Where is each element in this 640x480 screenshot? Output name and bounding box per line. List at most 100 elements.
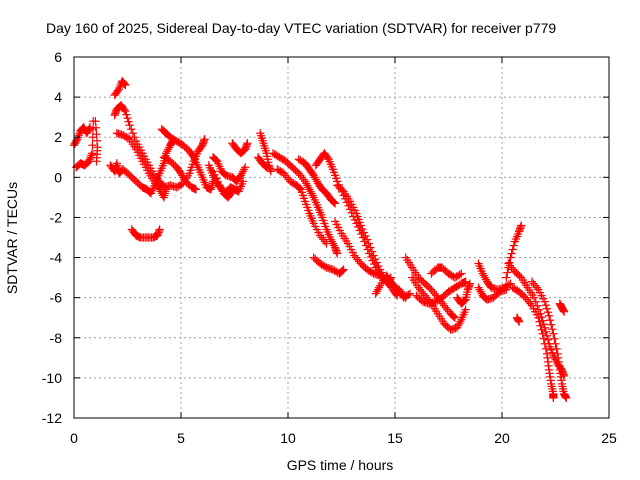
data-point bbox=[539, 334, 548, 343]
y-tick-label: 2 bbox=[54, 129, 62, 145]
data-point bbox=[262, 163, 271, 172]
data-point bbox=[131, 177, 141, 186]
data-point bbox=[540, 297, 549, 306]
data-point bbox=[519, 292, 529, 301]
data-point bbox=[450, 313, 460, 322]
data-point bbox=[197, 142, 206, 151]
data-point bbox=[180, 142, 189, 151]
data-point bbox=[288, 163, 297, 172]
data-point bbox=[123, 114, 132, 123]
data-point bbox=[506, 253, 515, 262]
data-point bbox=[319, 216, 328, 225]
data-point bbox=[437, 293, 447, 302]
data-point bbox=[125, 171, 134, 180]
data-point bbox=[359, 262, 369, 271]
data-point bbox=[83, 127, 92, 136]
x-tick-label: 15 bbox=[387, 430, 403, 446]
data-point bbox=[534, 285, 543, 294]
data-point bbox=[415, 294, 424, 303]
data-point bbox=[318, 213, 327, 222]
data-point bbox=[538, 316, 547, 325]
data-point bbox=[187, 163, 196, 172]
data-point bbox=[356, 221, 365, 230]
data-point bbox=[347, 200, 356, 209]
data-point bbox=[515, 272, 524, 281]
data-point bbox=[358, 224, 367, 234]
data-point bbox=[309, 253, 318, 262]
data-point bbox=[298, 191, 308, 200]
data-point bbox=[515, 317, 524, 326]
data-point bbox=[135, 151, 144, 160]
x-tick-label: 25 bbox=[601, 430, 617, 446]
data-point bbox=[516, 289, 525, 298]
data-point bbox=[562, 393, 571, 403]
data-point bbox=[428, 267, 438, 277]
data-point bbox=[241, 163, 250, 172]
data-point bbox=[367, 268, 377, 277]
x-tick-labels: 0 5 10 15 20 25 bbox=[70, 430, 617, 446]
data-point bbox=[364, 239, 373, 248]
data-point bbox=[283, 158, 292, 167]
y-tick-label: 0 bbox=[54, 169, 62, 185]
y-tick-labels: -12 -10 -8 -6 -4 -2 0 2 4 6 bbox=[42, 49, 62, 426]
data-point bbox=[122, 168, 131, 177]
data-point bbox=[551, 339, 560, 348]
data-point bbox=[547, 345, 556, 354]
data-point bbox=[135, 180, 144, 189]
data-point bbox=[465, 279, 474, 288]
data-point bbox=[361, 231, 370, 241]
data-point bbox=[441, 321, 450, 330]
data-point bbox=[333, 249, 342, 258]
data-point bbox=[350, 206, 359, 215]
data-point bbox=[374, 261, 383, 271]
data-point bbox=[212, 174, 221, 183]
data-point bbox=[336, 184, 345, 193]
data-point bbox=[461, 277, 470, 286]
data-point bbox=[546, 316, 555, 325]
data-point bbox=[266, 167, 275, 176]
data-point bbox=[345, 197, 355, 206]
data-point bbox=[143, 166, 152, 175]
data-point bbox=[123, 169, 133, 178]
data-point bbox=[512, 268, 521, 278]
y-tick-label: 4 bbox=[54, 89, 62, 105]
data-point bbox=[320, 219, 329, 228]
y-tick-label: -12 bbox=[42, 410, 62, 426]
data-point bbox=[328, 165, 338, 174]
data-point bbox=[344, 201, 353, 211]
data-point bbox=[532, 310, 541, 319]
data-point bbox=[227, 188, 236, 197]
data-point bbox=[437, 263, 447, 272]
data-point bbox=[304, 206, 313, 215]
data-point bbox=[412, 291, 421, 300]
data-point bbox=[550, 334, 559, 343]
data-point bbox=[329, 168, 339, 177]
data-point bbox=[329, 198, 339, 207]
data-point bbox=[133, 178, 142, 187]
data-point bbox=[367, 247, 377, 256]
data-point bbox=[91, 117, 100, 126]
data-point bbox=[127, 172, 136, 181]
data-point bbox=[330, 199, 340, 208]
data-point bbox=[88, 125, 98, 134]
data-point bbox=[330, 217, 340, 226]
data-point bbox=[284, 160, 294, 169]
data-point bbox=[457, 269, 466, 278]
data-point bbox=[309, 219, 318, 228]
data-point bbox=[155, 225, 164, 234]
data-point bbox=[547, 320, 556, 329]
data-point bbox=[541, 344, 550, 353]
data-point bbox=[529, 304, 538, 313]
data-point bbox=[343, 239, 353, 248]
data-point bbox=[359, 228, 369, 237]
data-point bbox=[490, 292, 500, 301]
data-point bbox=[82, 129, 91, 138]
data-point bbox=[371, 254, 380, 264]
data-point bbox=[531, 307, 540, 316]
data-point bbox=[507, 249, 516, 258]
data-point bbox=[363, 235, 372, 244]
data-point bbox=[301, 197, 310, 206]
data-point bbox=[439, 292, 448, 301]
data-point bbox=[92, 136, 102, 145]
